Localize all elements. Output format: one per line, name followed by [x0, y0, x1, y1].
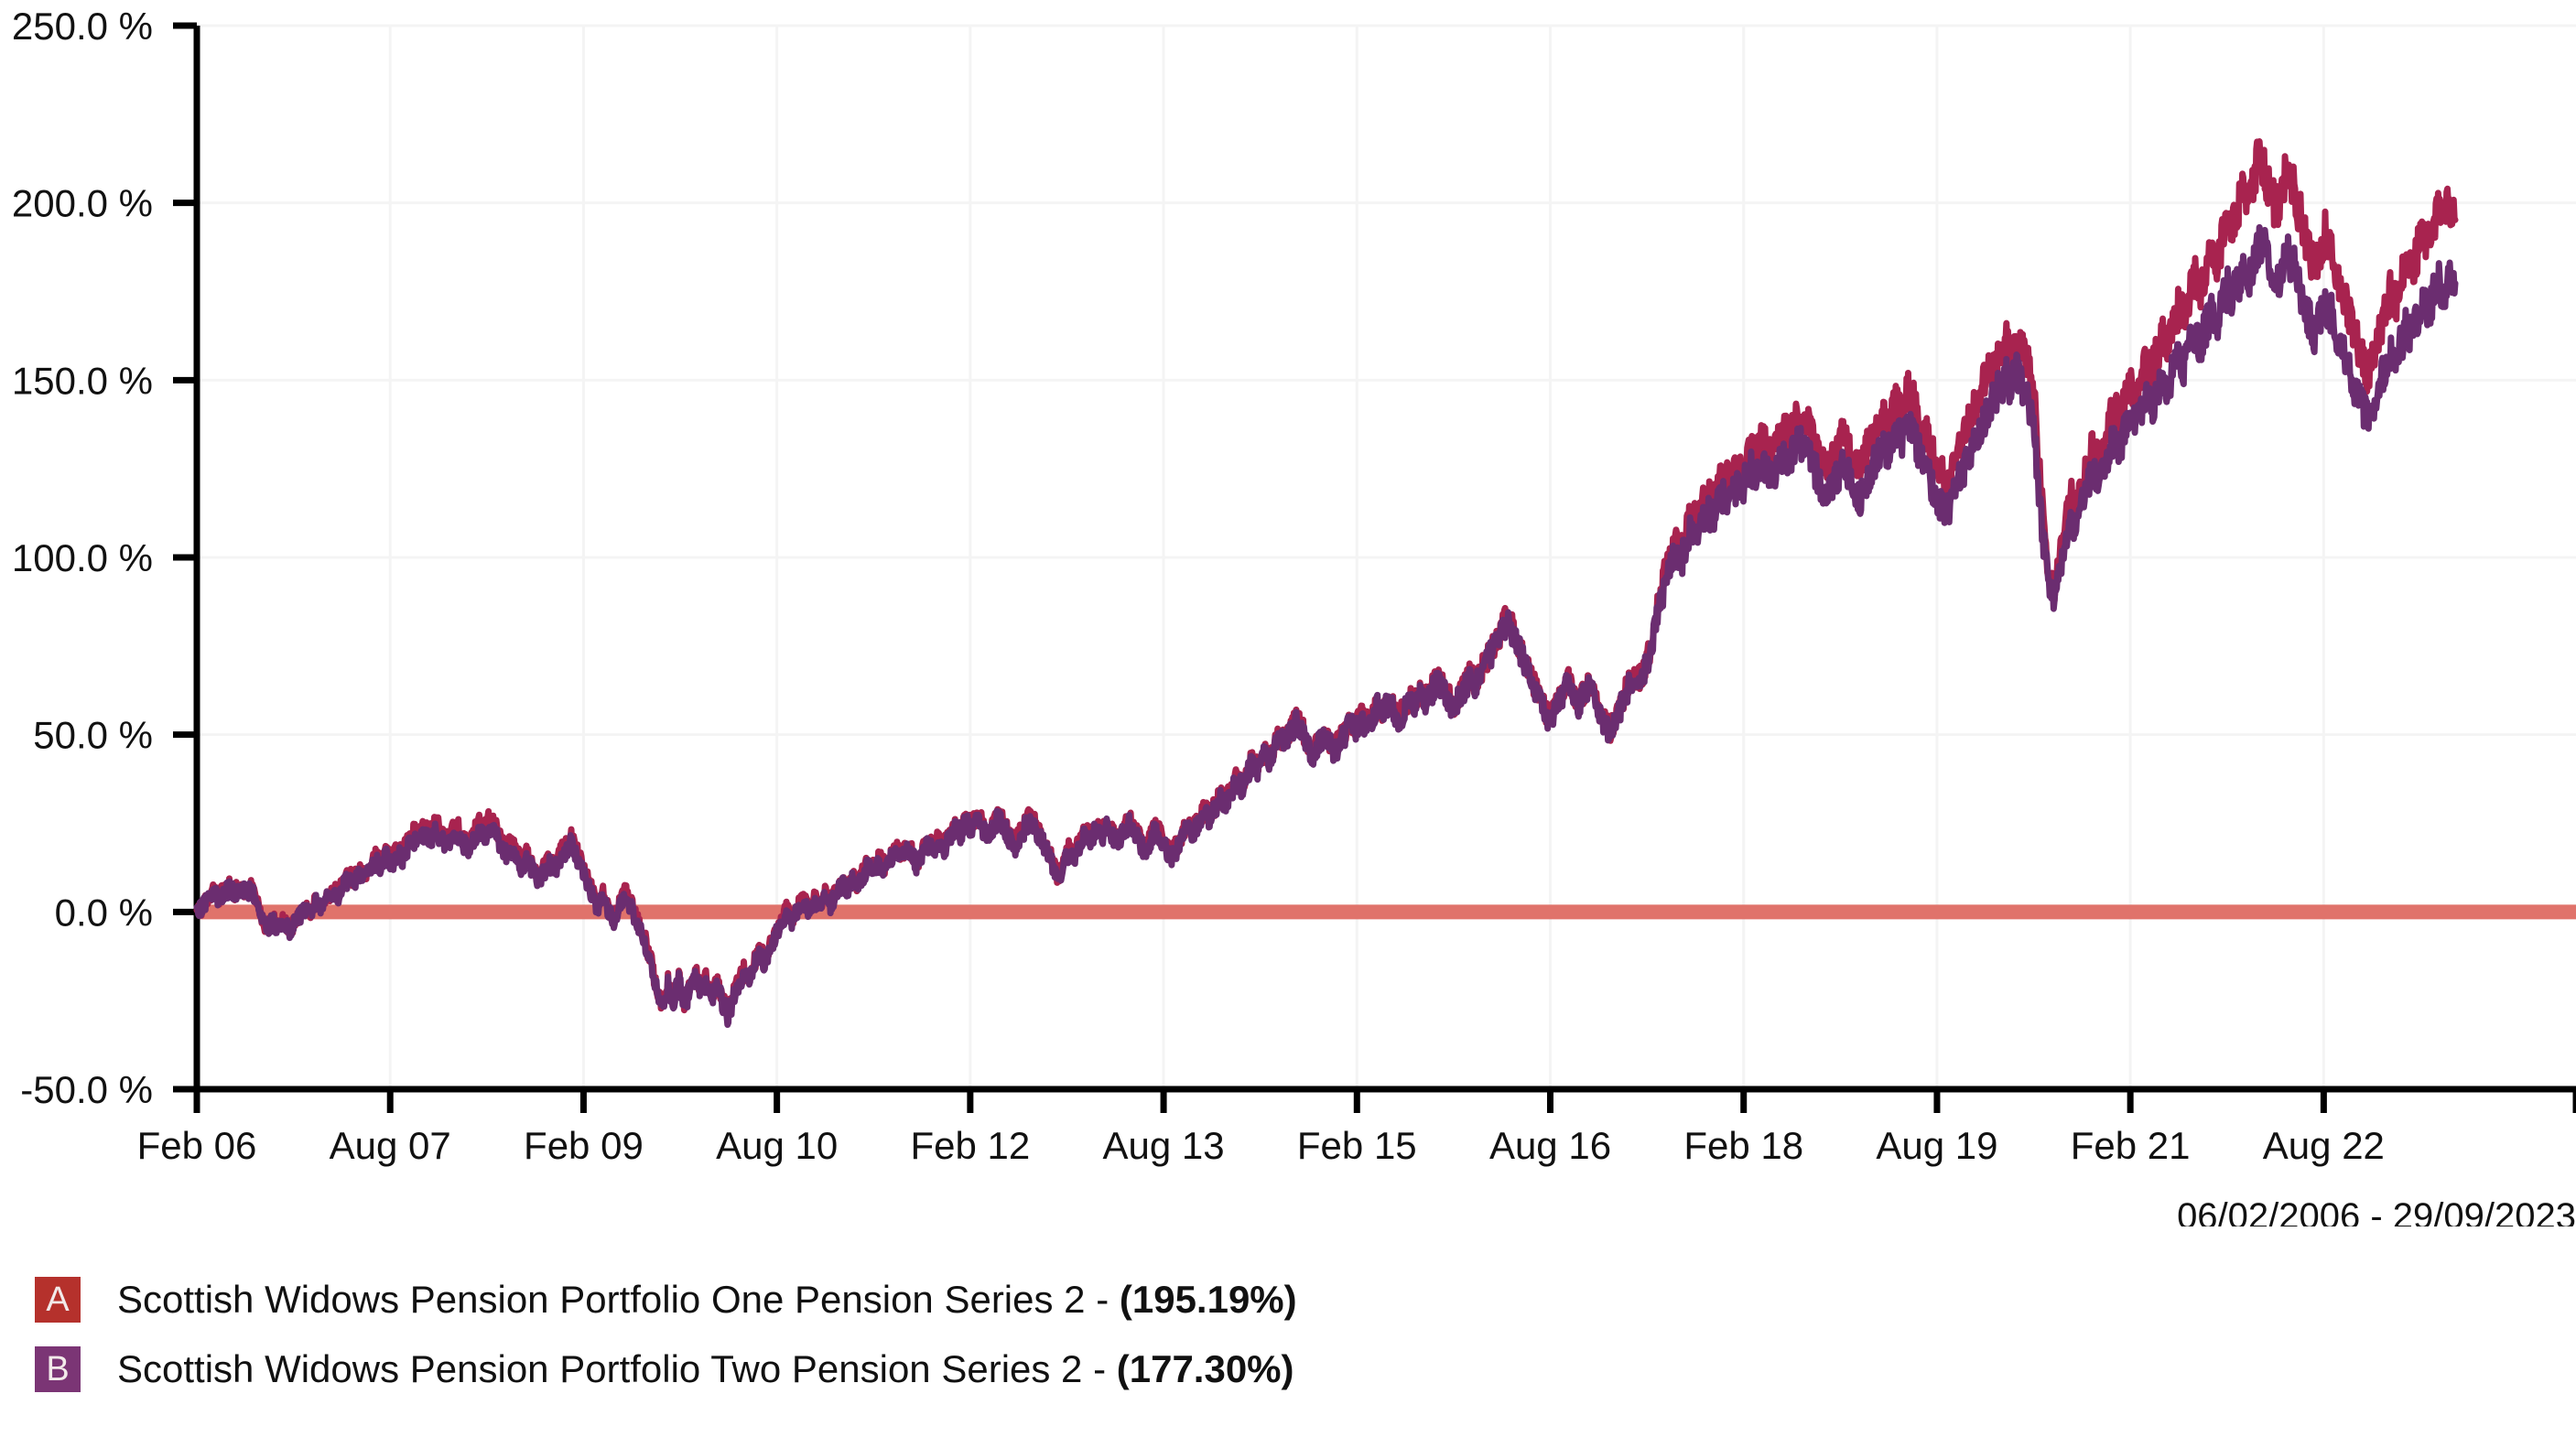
- svg-text:Aug 07: Aug 07: [330, 1124, 451, 1167]
- svg-text:Aug 16: Aug 16: [1489, 1124, 1611, 1167]
- svg-text:250.0 %: 250.0 %: [12, 5, 153, 48]
- svg-text:Feb 15: Feb 15: [1297, 1124, 1417, 1167]
- svg-text:Feb 21: Feb 21: [2071, 1124, 2191, 1167]
- svg-text:Aug 13: Aug 13: [1103, 1124, 1225, 1167]
- series-line-b: [193, 223, 2459, 1029]
- chart-axes: [173, 22, 2576, 1113]
- svg-text:Aug 19: Aug 19: [1876, 1124, 1997, 1167]
- svg-text:200.0 %: 200.0 %: [12, 182, 153, 225]
- legend-item-a[interactable]: A Scottish Widows Pension Portfolio One …: [35, 1265, 2543, 1334]
- date-range-label: 06/02/2006 - 29/09/2023: [2177, 1196, 2576, 1226]
- svg-text:150.0 %: 150.0 %: [12, 359, 153, 402]
- gridlines: [195, 24, 2576, 1091]
- legend-badge-a: A: [35, 1277, 81, 1323]
- svg-text:Feb 06: Feb 06: [137, 1124, 257, 1167]
- svg-text:Aug 10: Aug 10: [716, 1124, 838, 1167]
- svg-text:0.0 %: 0.0 %: [55, 891, 153, 934]
- svg-text:-50.0 %: -50.0 %: [20, 1068, 153, 1111]
- svg-text:100.0 %: 100.0 %: [12, 536, 153, 579]
- performance-line-chart: -50.0 % 0.0 % 50.0 % 100.0 % 150.0 % 200.0 % 2…: [12, 5, 2576, 1226]
- legend-value-a: (195.19%): [1119, 1278, 1297, 1321]
- legend-label-a-text: Scottish Widows Pension Portfolio One Pe…: [117, 1278, 1120, 1321]
- y-axis-tick-labels: -50.0 % 0.0 % 50.0 % 100.0 % 150.0 % 200.0 % 2…: [12, 5, 153, 1111]
- svg-text:Aug 22: Aug 22: [2263, 1124, 2385, 1167]
- legend-value-b: (177.30%): [1116, 1347, 1294, 1390]
- chart-svg: -50.0 % 0.0 % 50.0 % 100.0 % 150.0 % 200.0 % 2…: [12, 5, 2576, 1226]
- legend-label-b: Scottish Widows Pension Portfolio Two Pe…: [117, 1347, 1294, 1391]
- svg-text:50.0 %: 50.0 %: [33, 714, 153, 757]
- date-range-text: 06/02/2006 - 29/09/2023: [2177, 1196, 2576, 1226]
- chart-legend: A Scottish Widows Pension Portfolio One …: [35, 1265, 2543, 1404]
- legend-item-b[interactable]: B Scottish Widows Pension Portfolio Two …: [35, 1334, 2543, 1404]
- svg-text:Feb 18: Feb 18: [1683, 1124, 1803, 1167]
- svg-text:Feb 12: Feb 12: [910, 1124, 1030, 1167]
- legend-label-a: Scottish Widows Pension Portfolio One Pe…: [117, 1278, 1297, 1322]
- series-lines: [193, 138, 2459, 1029]
- legend-label-b-text: Scottish Widows Pension Portfolio Two Pe…: [117, 1347, 1117, 1390]
- svg-text:Feb 09: Feb 09: [524, 1124, 644, 1167]
- x-axis-tick-labels: Feb 06 Aug 07 Feb 09 Aug 10 Feb 12 Aug 13 Feb …: [137, 1124, 2385, 1167]
- legend-badge-b: B: [35, 1346, 81, 1392]
